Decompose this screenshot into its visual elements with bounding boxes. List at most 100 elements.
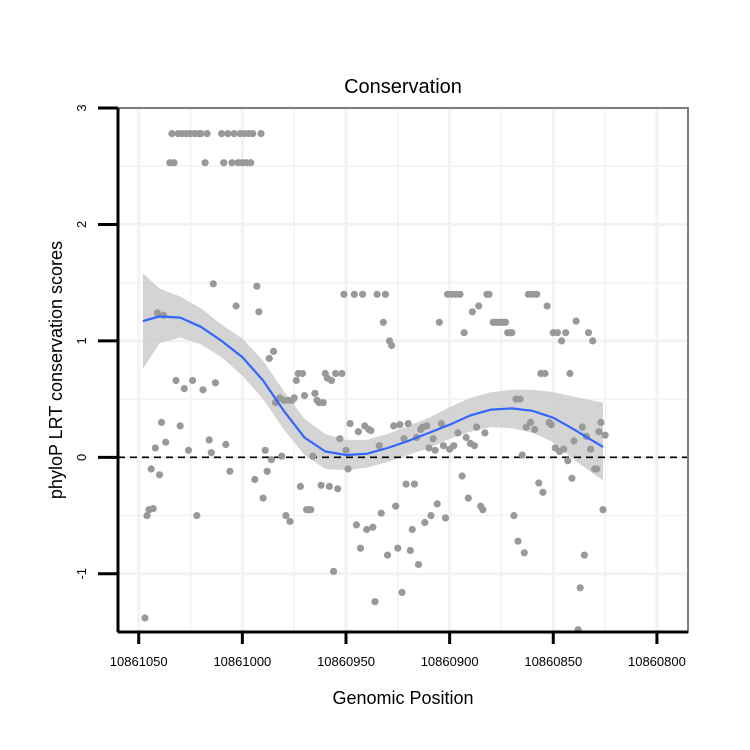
- data-point: [207, 449, 215, 457]
- data-point: [180, 385, 188, 393]
- data-point: [228, 159, 236, 167]
- smooth-trend-line: [142, 315, 604, 457]
- data-point: [309, 452, 317, 460]
- data-point: [595, 428, 603, 436]
- data-point: [406, 546, 414, 555]
- data-point: [157, 418, 166, 426]
- data-point: [450, 442, 458, 450]
- smooth-curve-layer: [142, 315, 604, 457]
- data-point: [369, 523, 377, 531]
- y-tick-label: 0: [74, 454, 89, 461]
- data-point: [162, 438, 170, 446]
- data-point: [435, 318, 443, 326]
- data-point: [535, 479, 543, 487]
- data-point: [553, 329, 562, 337]
- x-tick-label: 10860900: [421, 654, 479, 669]
- data-point: [433, 500, 441, 508]
- data-point: [593, 465, 601, 473]
- data-point: [232, 302, 240, 310]
- data-point: [197, 130, 205, 138]
- chart-title: Conservation: [344, 76, 462, 98]
- data-point: [379, 318, 387, 326]
- data-point: [373, 290, 381, 298]
- data-point: [261, 446, 269, 454]
- data-point: [564, 457, 572, 465]
- data-point: [249, 130, 257, 138]
- data-point: [220, 159, 228, 167]
- data-point: [199, 386, 207, 394]
- data-point: [427, 511, 435, 520]
- data-point: [414, 560, 423, 569]
- data-point: [441, 514, 450, 522]
- data-point: [334, 485, 342, 493]
- data-point: [211, 379, 219, 387]
- data-point: [247, 159, 255, 167]
- data-point: [562, 329, 570, 337]
- data-point: [327, 376, 336, 385]
- data-point: [346, 420, 354, 428]
- y-tick-label: 1: [74, 337, 89, 344]
- data-point: [520, 549, 528, 557]
- data-point: [359, 290, 367, 298]
- data-point: [518, 451, 526, 459]
- data-point: [392, 502, 400, 510]
- data-point: [367, 427, 375, 435]
- data-point: [377, 509, 385, 517]
- axis-layer: 10861050 10861000 10860950 10860900 10860850…: [74, 104, 688, 669]
- x-tick-label: 10860850: [524, 654, 582, 669]
- data-point: [226, 467, 234, 475]
- data-point: [193, 511, 201, 520]
- data-point: [460, 329, 468, 337]
- data-point: [292, 376, 300, 385]
- grid-layer: [118, 106, 688, 633]
- data-point: [566, 369, 574, 378]
- data-point: [584, 329, 593, 337]
- data-point: [479, 506, 487, 514]
- data-point: [201, 159, 209, 167]
- data-point: [205, 436, 213, 444]
- data-point: [224, 130, 232, 138]
- data-point: [330, 567, 338, 576]
- data-point: [502, 318, 510, 326]
- data-point: [354, 428, 362, 436]
- data-point: [576, 584, 584, 592]
- data-point: [514, 537, 522, 545]
- data-point: [570, 437, 578, 445]
- data-point: [458, 472, 466, 480]
- data-point: [568, 474, 576, 482]
- data-point: [462, 433, 470, 442]
- data-point: [338, 369, 346, 378]
- data-point: [437, 420, 445, 428]
- data-point: [286, 517, 294, 526]
- data-point: [439, 442, 447, 450]
- data-point: [307, 506, 315, 514]
- data-point: [296, 482, 304, 490]
- data-point: [336, 435, 344, 443]
- x-tick-label: 10861050: [110, 654, 168, 669]
- data-point: [390, 422, 398, 430]
- data-point: [572, 317, 580, 325]
- data-point: [475, 302, 483, 310]
- data-point: [265, 354, 273, 362]
- data-point: [533, 290, 541, 298]
- x-tick-label: 10860950: [317, 654, 375, 669]
- data-point: [597, 418, 605, 426]
- x-axis-label: Genomic Position: [332, 688, 473, 708]
- data-point: [402, 480, 410, 488]
- confidence-band: [142, 273, 603, 481]
- data-point: [230, 130, 238, 138]
- data-point: [352, 521, 360, 529]
- data-point: [516, 395, 524, 403]
- data-point: [456, 290, 464, 298]
- y-tick-label: 2: [74, 221, 89, 228]
- data-point: [400, 435, 408, 443]
- data-point: [203, 130, 211, 138]
- panel-border: [117, 107, 689, 633]
- data-point: [410, 480, 418, 488]
- data-point: [425, 444, 433, 452]
- data-point: [340, 290, 348, 298]
- data-point: [470, 442, 479, 450]
- data-point: [543, 302, 551, 310]
- data-point: [222, 440, 230, 449]
